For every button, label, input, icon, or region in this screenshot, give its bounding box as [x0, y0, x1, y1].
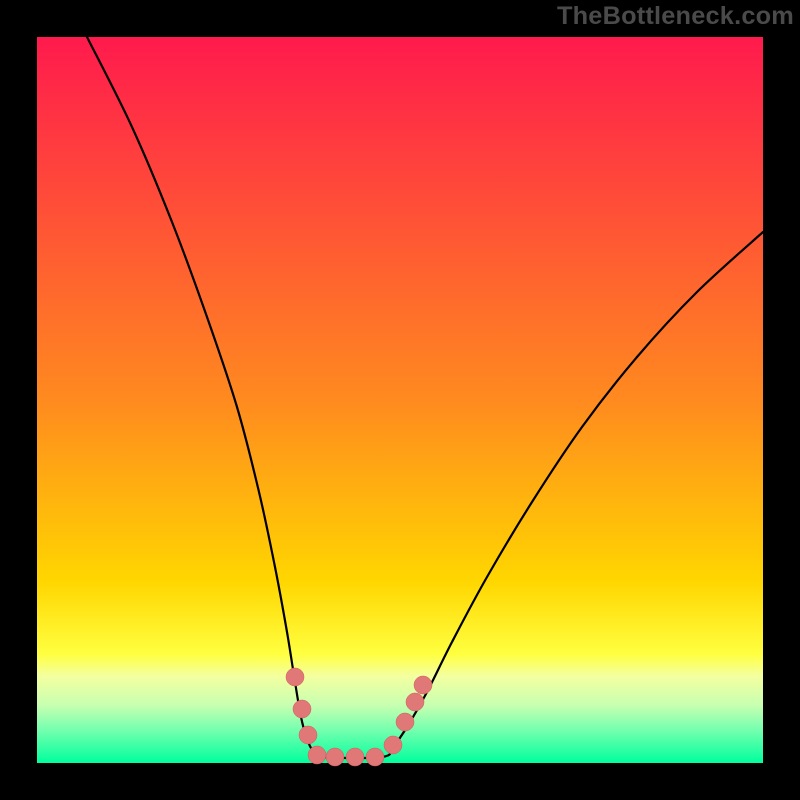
data-marker	[406, 693, 424, 711]
data-marker	[293, 700, 311, 718]
chart-frame: TheBottleneck.com	[0, 0, 800, 800]
bottleneck-curve	[87, 37, 763, 758]
data-marker	[286, 668, 304, 686]
data-marker	[396, 713, 414, 731]
marker-group	[286, 668, 432, 766]
data-marker	[308, 746, 326, 764]
curve-layer	[37, 37, 763, 763]
data-marker	[366, 748, 384, 766]
data-marker	[346, 748, 364, 766]
plot-area	[37, 37, 763, 763]
data-marker	[299, 726, 317, 744]
watermark-text: TheBottleneck.com	[557, 2, 794, 31]
data-marker	[414, 676, 432, 694]
data-marker	[326, 748, 344, 766]
data-marker	[384, 736, 402, 754]
